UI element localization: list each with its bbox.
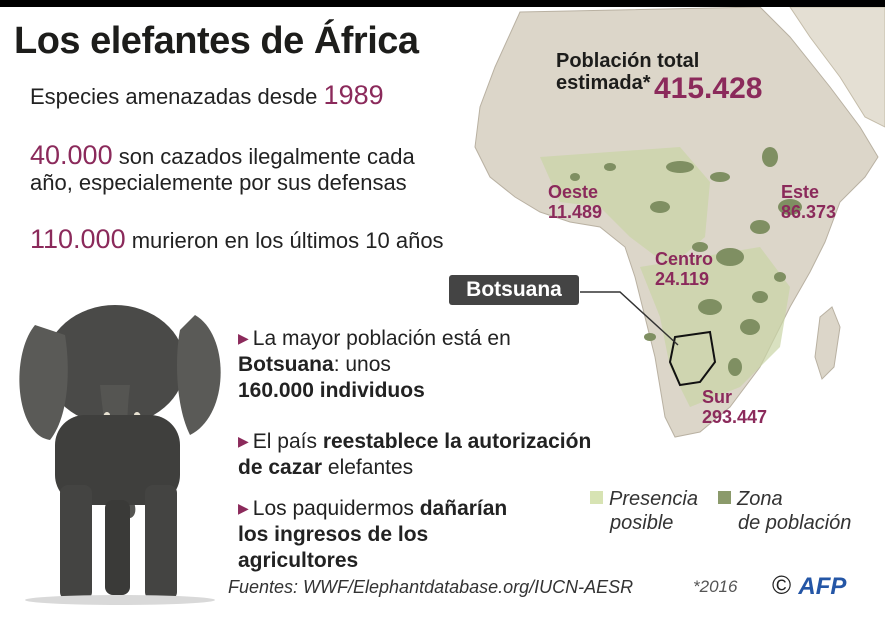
bullet-3-text-a: Los paquidermos (252, 497, 414, 520)
legend-zone-b: de población (738, 512, 852, 534)
region-oeste: Oeste 11.489 (548, 182, 602, 222)
stat-deaths-value: 110.000 (30, 224, 126, 254)
elephant-illustration (19, 305, 221, 605)
legend-possible-swatch (590, 491, 603, 504)
bullet-1-text-a: La mayor población está en (252, 327, 511, 350)
top-bar (0, 0, 885, 7)
bullet-farmer-income: ▶ Los paquidermos dañarían los ingresos d… (238, 495, 618, 574)
region-este-value: 86.373 (781, 202, 837, 222)
legend-zone-a: Zona (737, 488, 783, 510)
bullet-3-bold-d: agricultores (238, 549, 359, 572)
bullet-largest-population: ▶ La mayor población está en Botsuana: un… (238, 325, 618, 404)
bullet-3-bold-c: los ingresos de los (238, 523, 429, 546)
bullet-1-text-c: : unos (333, 353, 391, 376)
region-sur: Sur 293.447 (702, 387, 767, 427)
afp-logo: AFP (798, 573, 847, 600)
legend-possible-presence: Presencia posible (590, 487, 698, 535)
stat-poached: 40.000 son cazados ilegalmente cada año,… (30, 142, 415, 196)
total-population-label: Población total estimada* (556, 50, 699, 94)
region-centro: Centro 24.119 (655, 249, 713, 289)
stat-poached-text-b: año, especialemente por sus defensas (30, 170, 407, 195)
stat-deaths: 110.000 murieron en los últimos 10 años (30, 226, 444, 254)
stat-poached-value: 40.000 (30, 140, 113, 170)
bullet-2-text-d: elefantes (327, 456, 414, 479)
region-este-name: Este (781, 182, 820, 202)
legend-zone-swatch (718, 491, 731, 504)
bullet-3-bold-b: dañarían (419, 497, 508, 520)
stat-threatened-text: Especies amenazadas desde (30, 84, 318, 109)
africa-map-svg (474, 6, 885, 438)
population-zones (570, 147, 802, 376)
stat-threatened: Especies amenazadas desde 1989 (30, 82, 384, 110)
arabia-landmass (789, 6, 885, 128)
stat-threatened-year: 1989 (323, 80, 384, 110)
legend-possible-a: Presencia (609, 488, 698, 510)
stat-poached-text-a: son cazados ilegalmente cada (118, 144, 415, 169)
region-sur-value: 293.447 (702, 407, 768, 427)
total-population-value: 415.428 (654, 72, 763, 105)
bullet-1-bold-b: Botsuana (238, 353, 334, 376)
sources-text: Fuentes: WWF/Elephantdatabase.org/IUCN-A… (228, 577, 634, 597)
region-centro-name: Centro (655, 249, 713, 269)
botswana-outline (668, 330, 717, 387)
year-note: *2016 (693, 577, 738, 596)
legend-possible-b: posible (610, 512, 674, 534)
botswana-callout-line (580, 291, 679, 346)
bullet-2-bold-c: de cazar (238, 456, 323, 479)
madagascar (814, 306, 841, 380)
total-label-b: estimada* (556, 72, 651, 94)
region-centro-value: 24.119 (655, 269, 710, 289)
botsuana-callout-tag: Botsuana (449, 275, 579, 305)
afp-credit: © AFP (772, 570, 846, 601)
copyright-symbol: © (772, 570, 792, 600)
bullet-arrow-icon: ▶ (238, 500, 249, 516)
region-oeste-name: Oeste (548, 182, 599, 202)
stat-deaths-text: murieron en los últimos 10 años (131, 228, 444, 253)
region-este: Este 86.373 (781, 182, 836, 222)
bullet-arrow-icon: ▶ (238, 330, 249, 346)
bullet-1-bold-d: 160.000 individuos (238, 379, 425, 402)
presence-zone-2 (640, 247, 790, 407)
legend-population-zone: Zona de población (718, 487, 851, 535)
bullet-2-bold-b: reestablece la autorización (322, 430, 592, 453)
bullet-2-text-a: El país (252, 430, 317, 453)
page-title: Los elefantes de África (14, 20, 419, 62)
region-sur-name: Sur (702, 387, 733, 407)
bullet-arrow-icon: ▶ (238, 433, 249, 449)
africa-map (460, 6, 885, 447)
total-label-a: Población total (556, 50, 700, 72)
bullet-hunting-authorization: ▶ El país reestablece la autorización de … (238, 428, 618, 481)
region-oeste-value: 11.489 (548, 202, 603, 222)
presence-zone-1 (540, 147, 710, 267)
